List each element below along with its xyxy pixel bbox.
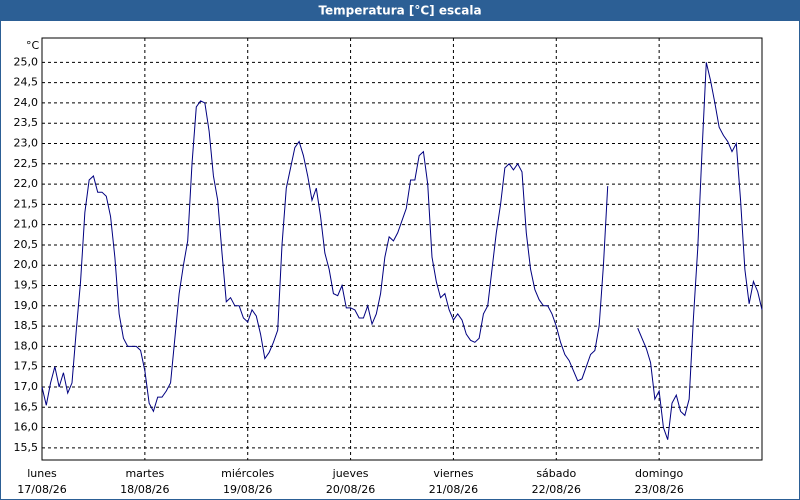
y-tick-label: 25,0 — [14, 55, 39, 68]
y-tick-label: 21,0 — [14, 218, 39, 231]
y-tick-label: 16,0 — [14, 421, 39, 434]
y-tick-label: 22,0 — [14, 177, 39, 190]
y-tick-label: 20,5 — [14, 238, 39, 251]
y-tick-label: 23,0 — [14, 137, 39, 150]
y-tick-label: 18,5 — [14, 319, 39, 332]
chart-title: Temperatura [°C] escala — [318, 4, 481, 18]
y-tick-label: 17,0 — [14, 380, 39, 393]
x-tick-date: 17/08/26 — [17, 483, 66, 496]
temperature-line — [41, 62, 763, 440]
x-tick-day: jueves — [332, 467, 369, 480]
x-tick-date: 18/08/26 — [120, 483, 169, 496]
x-tick-date: 21/08/26 — [429, 483, 478, 496]
title-bar — [0, 0, 800, 21]
y-tick-label: 23,5 — [14, 116, 39, 129]
y-tick-label: 17,5 — [14, 360, 39, 373]
y-tick-label: 16,5 — [14, 400, 39, 413]
x-tick-day: viernes — [433, 467, 473, 480]
y-tick-label: 19,0 — [14, 299, 39, 312]
x-tick-date: 19/08/26 — [223, 483, 272, 496]
y-tick-label: 19,5 — [14, 279, 39, 292]
y-tick-label: 22,5 — [14, 157, 39, 170]
x-tick-date: 22/08/26 — [532, 483, 581, 496]
y-tick-label: 24,0 — [14, 96, 39, 109]
x-tick-day: domingo — [635, 467, 683, 480]
x-tick-date: 20/08/26 — [326, 483, 375, 496]
y-axis-label: °C — [26, 39, 40, 52]
y-tick-label: 20,0 — [14, 258, 39, 271]
y-tick-label: 18,0 — [14, 339, 39, 352]
y-tick-label: 24,5 — [14, 76, 39, 89]
x-tick-day: miércoles — [221, 467, 274, 480]
x-tick-date: 23/08/26 — [634, 483, 683, 496]
x-tick-day: sábado — [536, 467, 576, 480]
x-tick-day: lunes — [27, 467, 57, 480]
plot-area — [41, 37, 763, 461]
x-tick-day: martes — [125, 467, 164, 480]
y-tick-label: 15,5 — [14, 441, 39, 454]
y-tick-label: 21,5 — [14, 197, 39, 210]
plot: 15,5 16,0 16,5 17,0 17,5 18,0 18,5 19,0 19,5 20,0… — [14, 37, 763, 496]
